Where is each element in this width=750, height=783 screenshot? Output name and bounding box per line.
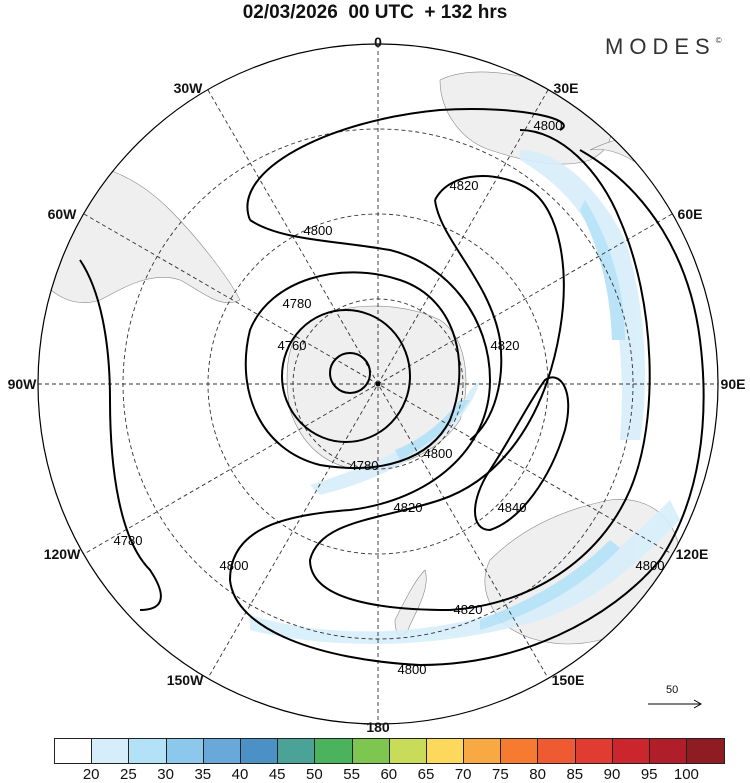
colorbar-label: 25 bbox=[120, 766, 137, 783]
contour-label: 4800 bbox=[424, 446, 453, 461]
reference-arrow bbox=[648, 699, 703, 709]
lon-label: 180 bbox=[366, 719, 390, 735]
colorbar-label: 65 bbox=[417, 766, 435, 783]
colorbar-swatch bbox=[55, 739, 93, 763]
pole-dot bbox=[375, 381, 381, 387]
contour-label: 4800 bbox=[304, 223, 333, 238]
contour-labels: 4800 4820 4800 4780 4760 4820 4780 4800 … bbox=[114, 118, 665, 677]
colorbar-swatch bbox=[612, 739, 650, 763]
colorbar-label: 100 bbox=[673, 766, 699, 783]
colorbar-label: 45 bbox=[268, 766, 286, 783]
colorbar-label: 20 bbox=[82, 766, 100, 783]
colorbar-label: 35 bbox=[194, 766, 212, 783]
logo-mark: © bbox=[715, 36, 722, 45]
colorbar-swatch bbox=[166, 739, 204, 763]
lon-label: 90W bbox=[7, 376, 37, 392]
logo-text: MODES bbox=[605, 34, 716, 59]
contour-label: 4840 bbox=[498, 500, 527, 515]
lon-label: 0 bbox=[374, 34, 382, 50]
contour-label: 4800 bbox=[636, 558, 665, 573]
colorbar-swatch bbox=[464, 739, 502, 763]
colorbar-swatch bbox=[575, 739, 613, 763]
colorbar-swatch bbox=[687, 739, 725, 763]
colorbar-label: 80 bbox=[529, 766, 546, 783]
colorbar-swatch bbox=[426, 739, 465, 763]
colorbar-label: 55 bbox=[343, 766, 360, 783]
colorbar-swatch bbox=[92, 739, 130, 763]
contour-label: 4820 bbox=[454, 602, 483, 617]
colorbar-label: 85 bbox=[566, 766, 584, 783]
lon-label: 60W bbox=[47, 206, 77, 222]
lon-label: 30E bbox=[553, 80, 579, 96]
colorbar-label: 70 bbox=[454, 766, 472, 783]
colorbar-swatch bbox=[315, 739, 353, 763]
colorbar-swatch bbox=[240, 739, 279, 763]
contour-label: 4800 bbox=[398, 662, 427, 677]
lon-label: 60E bbox=[677, 206, 703, 222]
contour-label: 4820 bbox=[491, 338, 520, 353]
lon-label: 150E bbox=[551, 672, 585, 688]
contour-label: 4780 bbox=[283, 296, 312, 311]
colorbar-label: 95 bbox=[640, 766, 658, 783]
modes-logo: MODES© bbox=[605, 34, 722, 60]
colorbar-swatch bbox=[203, 739, 241, 763]
contour-label: 4800 bbox=[534, 118, 563, 133]
colorbar-label: 50 bbox=[306, 766, 323, 783]
colorbar-label: 40 bbox=[231, 766, 249, 783]
contour-label: 4820 bbox=[394, 500, 423, 515]
colorbar-swatch bbox=[278, 739, 316, 763]
lon-label: 90E bbox=[720, 376, 746, 392]
contour-label: 4760 bbox=[278, 338, 307, 353]
map-boundary bbox=[37, 43, 719, 725]
colorbar-label: 90 bbox=[603, 766, 621, 783]
south-america bbox=[39, 163, 241, 303]
colorbar-label: 60 bbox=[380, 766, 398, 783]
contour-label: 4780 bbox=[114, 533, 143, 548]
contour-label: 4780 bbox=[350, 458, 379, 473]
colorbar-label: 75 bbox=[492, 766, 509, 783]
lon-label: 150W bbox=[166, 672, 204, 688]
reference-vector-label: 50 bbox=[666, 684, 679, 696]
colorbar-label: 30 bbox=[157, 766, 174, 783]
colorbar-swatch bbox=[389, 739, 427, 763]
height-contours bbox=[79, 108, 705, 667]
colorbar-swatch bbox=[129, 739, 167, 763]
colorbar-swatch bbox=[538, 739, 576, 763]
lon-label: 30W bbox=[173, 80, 203, 96]
contour-label: 4820 bbox=[450, 178, 479, 193]
colorbar-swatch bbox=[501, 739, 539, 763]
contour-label: 4800 bbox=[220, 558, 249, 573]
map-title: 02/03/2026 00 UTC + 132 hrs bbox=[242, 2, 508, 23]
lon-label: 120W bbox=[43, 546, 81, 562]
colorbar-swatch bbox=[650, 739, 688, 763]
lon-label: 120E bbox=[675, 546, 709, 562]
colorbar bbox=[54, 738, 726, 764]
new-zealand bbox=[394, 569, 427, 636]
colorbar-swatch bbox=[352, 739, 390, 763]
